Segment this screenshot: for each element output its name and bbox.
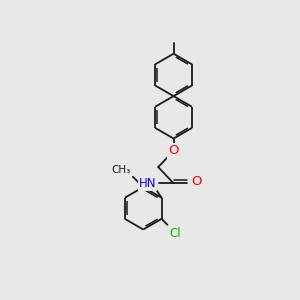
Text: CH₃: CH₃	[112, 165, 131, 175]
Text: HN: HN	[139, 177, 157, 190]
Text: Cl: Cl	[169, 227, 181, 240]
Text: O: O	[168, 144, 179, 158]
Text: O: O	[191, 175, 202, 188]
